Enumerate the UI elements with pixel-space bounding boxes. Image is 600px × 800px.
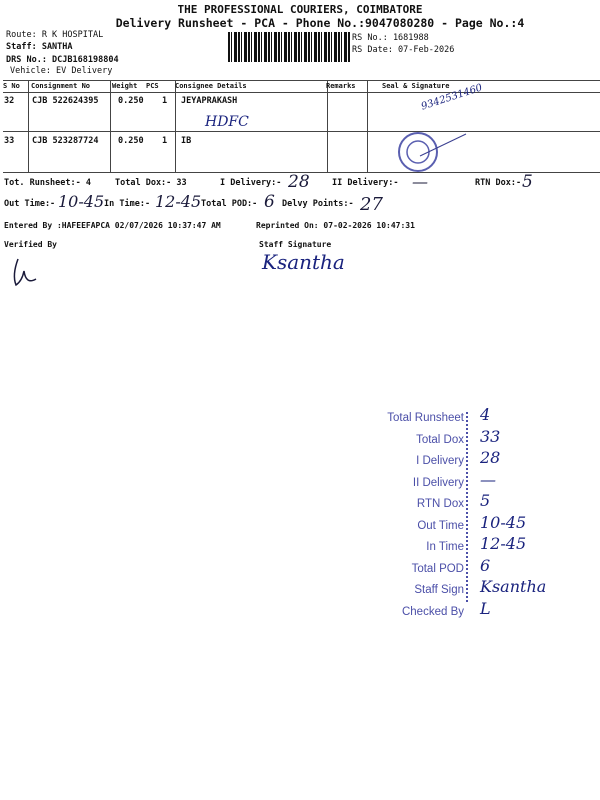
stamp-value: 4 bbox=[480, 405, 491, 424]
row-pcs: 1 bbox=[162, 136, 168, 146]
stamp-label: RTN Dox bbox=[416, 498, 464, 510]
header-weight: Weight bbox=[112, 82, 138, 90]
row-pcs: 1 bbox=[162, 96, 168, 106]
rtn-dox-value: 5 bbox=[522, 172, 533, 192]
out-time-value: 10-45 bbox=[58, 192, 105, 211]
row-consignment: CJB 523287724 bbox=[32, 136, 99, 146]
stamp-value: 6 bbox=[480, 555, 491, 575]
stamp-label: Checked By bbox=[401, 605, 464, 618]
reprinted-on: Reprinted On: 07-02-2026 10:47:31 bbox=[256, 221, 415, 230]
rs-no: RS No.: 1681988 bbox=[352, 33, 429, 43]
stamp-label: Total Runsheet bbox=[387, 412, 464, 424]
stamp-label: II Delivery bbox=[412, 476, 464, 489]
row-sno: 33 bbox=[4, 136, 15, 146]
vehicle: Vehicle: EV Delivery bbox=[10, 66, 113, 76]
stamp-label: Total Dox bbox=[416, 433, 464, 446]
row-consignment: CJB 522624395 bbox=[32, 96, 99, 106]
ii-delivery-label: II Delivery:- bbox=[332, 178, 399, 188]
row-weight: 0.250 bbox=[118, 96, 144, 106]
row-sno: 32 bbox=[4, 96, 15, 106]
delvy-points-value: 27 bbox=[360, 194, 383, 215]
total-pod-label: Total POD:- bbox=[201, 199, 258, 209]
handwritten-note: HDFC bbox=[205, 114, 249, 130]
out-time-label: Out Time:- bbox=[4, 199, 56, 209]
rtn-dox-label: RTN Dox:- bbox=[475, 178, 522, 188]
stamp-label: In Time bbox=[426, 541, 464, 553]
header-pcs: PCS bbox=[146, 82, 159, 90]
ii-delivery-value: — bbox=[412, 172, 428, 191]
header-sno: S No bbox=[3, 82, 20, 90]
header-consignment: Consignment No bbox=[31, 82, 91, 90]
header-remarks: Remarks bbox=[326, 82, 356, 90]
stamp-value: 5 bbox=[480, 491, 491, 510]
staff-signature-label: Staff Signature bbox=[259, 240, 332, 249]
stamp-label: Out Time bbox=[417, 519, 464, 532]
stamp-value: L bbox=[480, 598, 491, 618]
stamp-label: Total POD bbox=[411, 562, 464, 575]
stamp-value: 12-45 bbox=[480, 534, 527, 553]
row-weight: 0.250 bbox=[118, 136, 144, 146]
staff: Staff: SANTHA bbox=[6, 42, 73, 52]
header-seal: Seal & Signature bbox=[382, 82, 450, 90]
barcode bbox=[228, 32, 350, 62]
company-title: THE PROFESSIONAL COURIERS, COIMBATORE bbox=[177, 3, 423, 16]
in-time-value: 12-45 bbox=[155, 192, 202, 211]
stamp-label: Staff Sign bbox=[414, 584, 464, 596]
stamp-value: 10-45 bbox=[480, 512, 527, 532]
row-consignee: JEYAPRAKASH bbox=[181, 96, 238, 106]
stamp-value: — bbox=[480, 469, 496, 489]
stamp-divider bbox=[466, 412, 469, 602]
row-consignee: IB bbox=[181, 136, 192, 146]
route: Route: R K HOSPITAL bbox=[6, 30, 104, 40]
i-delivery-value: 28 bbox=[288, 172, 310, 192]
stamp-value: Ksantha bbox=[480, 577, 547, 596]
runsheet-title: Delivery Runsheet - PCA - Phone No.:9047… bbox=[115, 16, 525, 30]
stamp-label: I Delivery bbox=[416, 455, 464, 467]
stamp-value: 28 bbox=[480, 448, 501, 467]
verified-by-label: Verified By bbox=[4, 240, 57, 249]
tot-runsheet: Tot. Runsheet:- 4 bbox=[4, 178, 91, 188]
delvy-points-label: Delvy Points:- bbox=[282, 199, 354, 209]
entered-by: Entered By :HAFEEFAPCA 02/07/2026 10:37:… bbox=[4, 221, 221, 230]
header-consignee: Consignee Details bbox=[175, 82, 247, 90]
drs-no: DRS No.: DCJB168198804 bbox=[6, 55, 119, 65]
in-time-label: In Time:- bbox=[104, 199, 151, 209]
total-pod-value: 6 bbox=[264, 192, 275, 212]
rs-date: RS Date: 07-Feb-2026 bbox=[352, 45, 455, 55]
total-dox: Total Dox:- 33 bbox=[115, 178, 187, 188]
bank-seal-icon bbox=[398, 132, 467, 172]
staff-signature: Ksantha bbox=[262, 250, 345, 274]
verifier-signature-icon bbox=[13, 258, 37, 287]
stamp-value: 33 bbox=[480, 426, 501, 446]
i-delivery-label: I Delivery:- bbox=[220, 178, 282, 188]
